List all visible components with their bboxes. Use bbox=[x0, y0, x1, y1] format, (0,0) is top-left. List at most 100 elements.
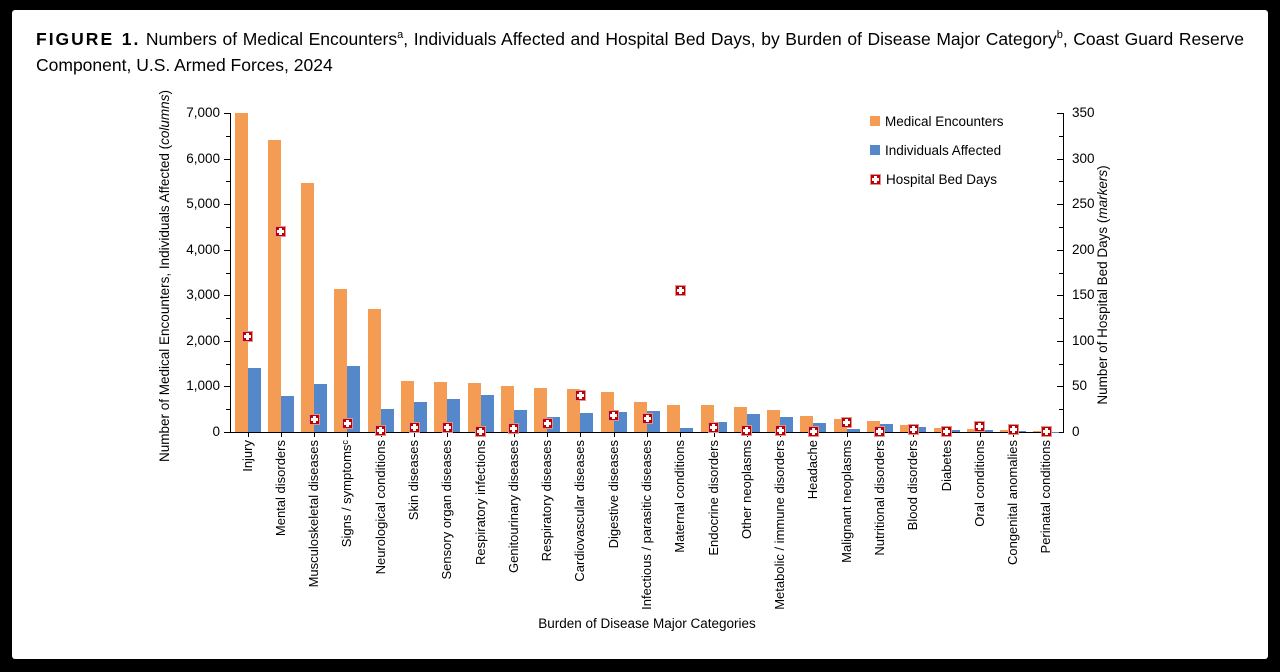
bar-medical-encounters bbox=[866, 421, 880, 432]
figure-frame: FIGURE 1. Numbers of Medical Encountersa… bbox=[12, 10, 1268, 659]
category-label: Blood disorders bbox=[905, 440, 921, 531]
y-tick-right bbox=[1057, 204, 1063, 206]
marker-hospital-bed-days bbox=[1007, 423, 1019, 435]
y-minor-tick-right bbox=[1059, 272, 1063, 274]
category-label: Malignant neoplasms bbox=[838, 440, 854, 563]
x-tick bbox=[913, 433, 915, 437]
y-tick-label-left: 5,000 bbox=[186, 196, 220, 212]
category-label: Neurological conditions bbox=[372, 440, 388, 575]
x-tick bbox=[547, 433, 549, 437]
marker-hospital-bed-days bbox=[1040, 425, 1052, 437]
chart: Number of Medical Encounters, Individual… bbox=[12, 10, 1268, 659]
bar-individuals-affected bbox=[314, 383, 328, 432]
category-label: Musculoskeletal diseases bbox=[306, 440, 322, 588]
category-label: Cardiovascular diseases bbox=[572, 440, 588, 582]
category-label: Headache bbox=[805, 440, 821, 500]
marker-hospital-bed-days bbox=[874, 425, 886, 437]
x-tick bbox=[580, 433, 582, 437]
y-tick-label-left: 7,000 bbox=[186, 105, 220, 120]
figure-title-text-3: , Coast Guard Reserve Component, U.S. Ar… bbox=[36, 28, 1244, 75]
bar-medical-encounters bbox=[234, 113, 248, 432]
y-tick-left bbox=[224, 113, 230, 114]
y-tick-label-left: 1,000 bbox=[186, 378, 220, 394]
category-label: Congenital anomalies bbox=[1005, 440, 1021, 566]
marker-hospital-bed-days bbox=[941, 425, 953, 437]
bar-individuals-affected bbox=[979, 430, 993, 432]
marker-hospital-bed-days bbox=[375, 424, 387, 436]
x-tick bbox=[613, 433, 615, 437]
y-tick-label-right: 100 bbox=[1072, 332, 1095, 348]
y-tick-right bbox=[1057, 340, 1063, 342]
y-tick-label-right: 50 bbox=[1072, 378, 1088, 394]
bar-medical-encounters bbox=[401, 380, 415, 432]
y-axis-right bbox=[1063, 113, 1064, 432]
bar-medical-encounters bbox=[467, 382, 481, 432]
category-label: Oral conditions bbox=[971, 440, 987, 527]
category-label: Injury bbox=[239, 440, 255, 472]
x-tick bbox=[280, 433, 282, 437]
y-tick-left bbox=[224, 249, 230, 251]
bar-medical-encounters bbox=[634, 402, 647, 432]
marker-hospital-bed-days bbox=[341, 418, 353, 430]
legend-swatch-medical-encounters bbox=[870, 116, 880, 126]
bar-individuals-affected bbox=[813, 423, 827, 432]
marker-hospital-bed-days bbox=[508, 422, 520, 434]
y-tick-label-right: 350 bbox=[1072, 105, 1095, 120]
y-tick-label-right: 150 bbox=[1072, 287, 1095, 303]
marker-hospital-bed-days bbox=[774, 424, 786, 436]
y-tick-label-left: 3,000 bbox=[186, 287, 220, 303]
bar-medical-encounters bbox=[600, 392, 614, 432]
y-minor-tick-right bbox=[1059, 409, 1063, 411]
y-minor-tick-right bbox=[1059, 181, 1063, 183]
figure-title: FIGURE 1. Numbers of Medical Encountersa… bbox=[36, 22, 1244, 78]
y-axis-title-right: Number of Hospital Bed Days (markers) bbox=[1095, 165, 1110, 405]
bar-medical-encounters bbox=[1033, 431, 1047, 432]
category-label: Mental disorders bbox=[272, 440, 288, 537]
y-tick-right bbox=[1057, 386, 1063, 388]
category-label: Maternal conditions bbox=[672, 440, 688, 553]
y-tick-right bbox=[1057, 432, 1063, 433]
bar-medical-encounters bbox=[301, 182, 315, 432]
legend: Medical Encounters Individuals Affected … bbox=[870, 114, 1004, 201]
marker-hospital-bed-days bbox=[741, 424, 753, 436]
y-tick-left bbox=[224, 432, 230, 433]
legend-label-individuals-affected: Individuals Affected bbox=[885, 142, 1002, 158]
y-tick-left bbox=[224, 340, 230, 342]
marker-hospital-bed-days bbox=[441, 421, 453, 433]
y-tick-right bbox=[1057, 113, 1063, 114]
category-label: Digestive diseases bbox=[605, 440, 621, 549]
y-tick-label-right: 0 bbox=[1072, 424, 1080, 439]
legend-label-medical-encounters: Medical Encounters bbox=[885, 113, 1004, 129]
marker-hospital-bed-days bbox=[242, 330, 254, 342]
bar-individuals-affected bbox=[879, 424, 893, 432]
category-label: Skin diseases bbox=[406, 440, 422, 521]
y-minor-tick-left bbox=[226, 409, 230, 411]
y-minor-tick-left bbox=[226, 272, 230, 274]
category-label: Nutritional disorders bbox=[871, 440, 887, 556]
marker-hospital-bed-days bbox=[841, 417, 853, 429]
bar-medical-encounters bbox=[500, 385, 514, 432]
marker-hospital-bed-days bbox=[308, 413, 320, 425]
category-label: Metabolic / immune disorders bbox=[772, 440, 788, 610]
marker-hospital-bed-days bbox=[541, 418, 553, 430]
marker-hospital-bed-days bbox=[974, 421, 986, 433]
category-label: Diabetes bbox=[938, 440, 954, 492]
category-label: Signs / symptomsᶜ bbox=[339, 440, 355, 548]
x-axis bbox=[230, 432, 1064, 433]
legend-marker-hospital-bed-days-icon bbox=[870, 173, 881, 185]
y-tick-label-right: 250 bbox=[1072, 196, 1095, 212]
y-tick-label-left: 4,000 bbox=[186, 241, 220, 257]
legend-swatch-individuals-affected bbox=[870, 145, 880, 155]
x-tick bbox=[513, 433, 515, 437]
marker-hospital-bed-days bbox=[574, 390, 586, 402]
bar-medical-encounters bbox=[667, 404, 681, 432]
x-tick bbox=[680, 433, 682, 437]
y-minor-tick-left bbox=[226, 226, 230, 228]
y-tick-left bbox=[224, 386, 230, 388]
footnote-ref-a: a bbox=[397, 29, 404, 41]
bar-medical-encounters bbox=[267, 139, 281, 432]
bar-individuals-affected bbox=[1013, 431, 1027, 432]
legend-label-hospital-bed-days: Hospital Bed Days bbox=[886, 171, 998, 187]
y-minor-tick-left bbox=[226, 318, 230, 320]
bar-individuals-affected bbox=[247, 367, 261, 432]
